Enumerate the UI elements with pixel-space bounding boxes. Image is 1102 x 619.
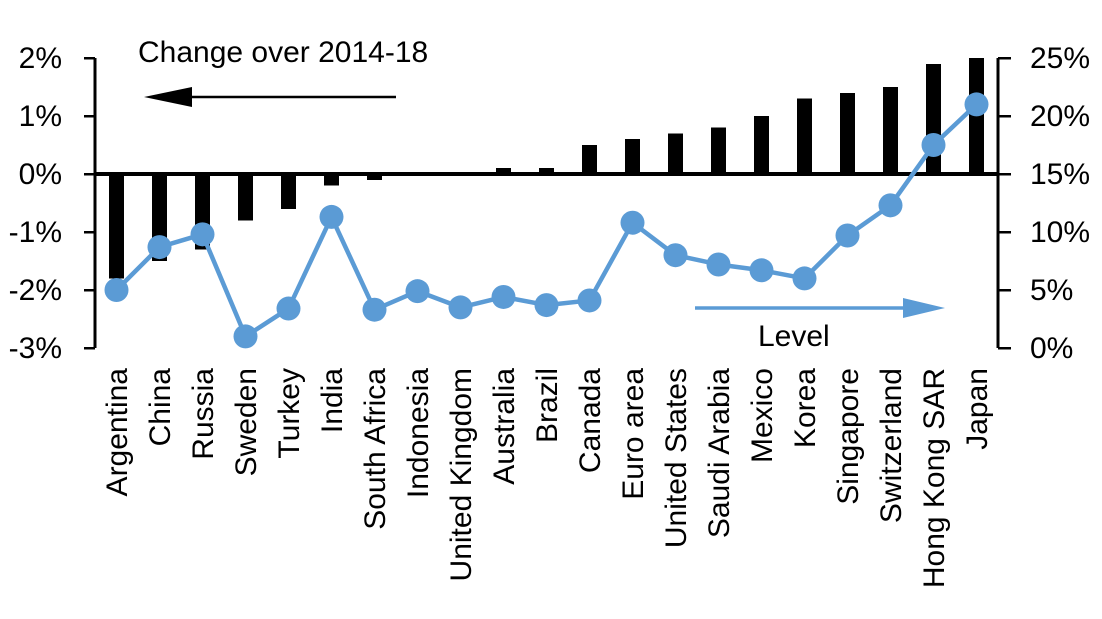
line-series-annotation: Level [758, 320, 830, 353]
category-label: Australia [488, 368, 521, 485]
category-label: Hong Kong SAR [918, 368, 951, 588]
category-label: Russia [187, 368, 220, 460]
level-dot-south-africa [362, 297, 387, 322]
level-dot-brazil [534, 293, 559, 318]
category-label: Euro area [617, 368, 650, 500]
right-axis-tick-label: 0% [1030, 332, 1073, 365]
category-label: China [144, 368, 177, 447]
bar-canada [582, 145, 597, 174]
left-axis-tick-label: 1% [19, 100, 62, 133]
level-dot-japan [964, 92, 989, 117]
category-label: Argentina [101, 368, 134, 497]
left-axis-tick-label: 0% [19, 158, 62, 191]
bars-series-annotation: Change over 2014-18 [138, 36, 429, 69]
level-dot-australia [491, 284, 516, 309]
right-axis-tick-label: 10% [1030, 216, 1090, 249]
bar-united-states [668, 133, 683, 174]
bar-australia [496, 168, 511, 174]
category-label: Turkey [273, 368, 306, 459]
bar-india [324, 174, 339, 186]
level-dot-hong-kong-sar [921, 133, 946, 157]
bar-mexico [754, 116, 769, 174]
level-dot-united-states [663, 243, 688, 268]
left-axis-tick-label: -3% [9, 332, 62, 365]
category-label: South Africa [359, 368, 392, 530]
level-dot-saudi-arabia [706, 252, 731, 277]
category-label: Korea [789, 368, 822, 448]
level-dot-switzerland [878, 193, 903, 218]
left-axis-tick-label: 2% [19, 42, 62, 75]
right-axis-tick-label: 25% [1030, 42, 1090, 75]
category-label: Indonesia [402, 368, 435, 498]
bar-korea [797, 98, 812, 174]
change-arrow-head-left [144, 87, 192, 107]
bar-turkey [281, 174, 296, 209]
level-dot-china [147, 235, 172, 260]
level-dot-indonesia [405, 279, 430, 304]
level-dot-sweden [233, 324, 258, 349]
category-label: United Kingdom [445, 368, 478, 581]
level-dot-euro-area [620, 210, 645, 235]
bar-saudi-arabia [711, 127, 726, 174]
category-label: Switzerland [875, 368, 908, 523]
level-dot-russia [190, 222, 215, 247]
category-label: Japan [961, 368, 994, 450]
category-label: India [316, 368, 349, 433]
left-axis-tick-label: -2% [9, 274, 62, 307]
level-dot-india [319, 204, 344, 229]
category-label: Brazil [531, 368, 564, 443]
bar-switzerland [883, 87, 898, 174]
level-dot-singapore [835, 223, 860, 248]
level-dot-turkey [276, 296, 301, 321]
bar-brazil [539, 168, 554, 174]
bar-euro-area [625, 139, 640, 174]
level-dot-united-kingdom [448, 295, 473, 320]
category-label: United States [660, 368, 693, 548]
level-dot-argentina [104, 278, 129, 302]
level-arrow-head-right [903, 298, 945, 318]
category-label: Mexico [746, 368, 779, 463]
bar-hong-kong-sar [926, 63, 941, 174]
category-label: Saudi Arabia [703, 368, 736, 538]
bar-singapore [840, 92, 855, 174]
bar-sweden [238, 174, 253, 221]
category-label: Canada [574, 368, 607, 473]
right-axis-tick-label: 15% [1030, 158, 1090, 191]
bar-argentina [109, 174, 124, 279]
right-axis-tick-label: 5% [1030, 274, 1073, 307]
level-dot-mexico [749, 258, 774, 283]
level-dot-canada [577, 288, 602, 313]
category-label: Sweden [230, 368, 263, 476]
right-axis-tick-label: 20% [1030, 100, 1090, 133]
left-axis-tick-label: -1% [9, 216, 62, 249]
category-label: Singapore [832, 368, 865, 505]
bar-south-africa [367, 174, 382, 180]
level-dot-korea [792, 266, 817, 291]
